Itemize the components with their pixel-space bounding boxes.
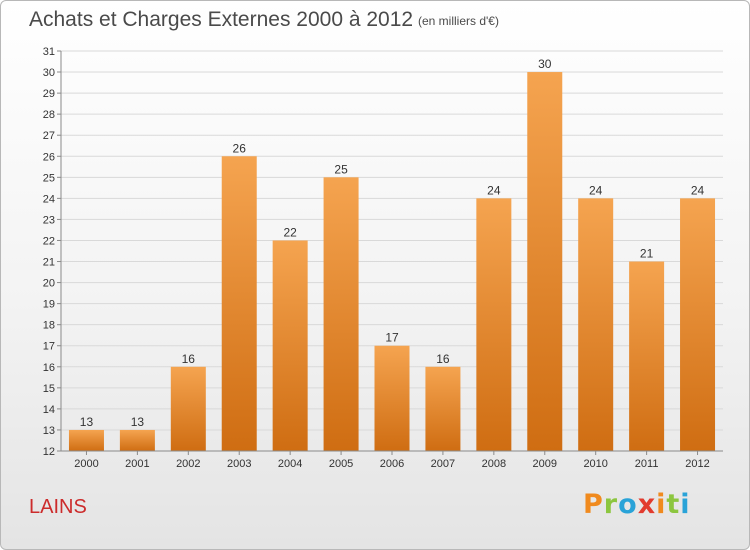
data-label: 21 xyxy=(640,247,654,261)
x-tick-label: 2005 xyxy=(329,458,353,470)
bar xyxy=(476,198,512,451)
logo-letter: r xyxy=(603,489,619,520)
bar xyxy=(680,198,716,451)
x-tick-label: 2010 xyxy=(583,458,607,470)
y-tick-label: 22 xyxy=(43,235,55,247)
y-tick-label: 17 xyxy=(43,341,55,353)
x-tick-label: 2001 xyxy=(125,458,149,470)
y-tick-label: 19 xyxy=(43,299,55,311)
x-tick-label: 2011 xyxy=(635,458,659,470)
x-tick-label: 2003 xyxy=(227,458,251,470)
data-label: 16 xyxy=(182,352,196,366)
y-tick-label: 21 xyxy=(43,257,55,269)
commune-name: LAINS xyxy=(29,496,87,518)
bar xyxy=(578,198,614,451)
chart-subtitle: (en milliers d'€) xyxy=(418,14,499,28)
data-label: 17 xyxy=(385,331,399,345)
y-tick-label: 13 xyxy=(43,425,55,437)
proxiti-logo: Proxiti xyxy=(583,489,691,520)
x-tick-label: 2012 xyxy=(685,458,709,470)
data-label: 30 xyxy=(538,57,552,71)
x-tick-label: 2004 xyxy=(278,458,302,470)
y-tick-label: 27 xyxy=(43,130,55,142)
logo-letter: x xyxy=(637,489,657,520)
bar xyxy=(374,345,410,451)
y-tick-label: 28 xyxy=(43,109,55,121)
y-tick-label: 18 xyxy=(43,320,55,332)
data-label: 24 xyxy=(487,183,501,197)
logo-letter: t xyxy=(666,489,681,520)
logo-letter: i xyxy=(656,489,667,520)
bars: 13 13 16 26 22 25 17 16 24 30 24 21 24 xyxy=(68,57,716,451)
y-tick-label: 25 xyxy=(43,172,55,184)
y-tick-label: 12 xyxy=(43,446,55,458)
data-label: 13 xyxy=(80,415,94,429)
x-tick-label: 2002 xyxy=(176,458,200,470)
y-tick-label: 14 xyxy=(43,404,55,416)
bar xyxy=(629,261,665,451)
y-tick-label: 16 xyxy=(43,362,55,374)
data-label: 16 xyxy=(436,352,450,366)
bar xyxy=(425,366,461,451)
y-tick-label: 15 xyxy=(43,383,55,395)
bar xyxy=(272,240,308,451)
y-tick-label: 31 xyxy=(43,46,55,58)
logo-letter: o xyxy=(618,489,638,520)
y-tick-label: 20 xyxy=(43,278,55,290)
bar xyxy=(323,177,359,451)
x-tick-label: 2000 xyxy=(74,458,98,470)
bar xyxy=(527,72,563,451)
y-tick-label: 29 xyxy=(43,88,55,100)
y-tick-label: 26 xyxy=(43,151,55,163)
data-label: 22 xyxy=(283,225,297,239)
y-tick-label: 30 xyxy=(43,67,55,79)
data-label: 26 xyxy=(233,141,247,155)
data-label: 13 xyxy=(131,415,145,429)
x-tick-label: 2008 xyxy=(482,458,506,470)
y-tick-label: 24 xyxy=(43,193,55,205)
bar xyxy=(119,429,155,451)
x-tick-label: 2007 xyxy=(431,458,455,470)
axes: 12 13 14 15 16 17 18 19 20 21 22 23 24 25 26 27 28 29 30 31… xyxy=(43,46,723,470)
chart-title: Achats et Charges Externes 2000 à 2012 xyxy=(29,8,414,31)
bar xyxy=(68,429,104,451)
data-label: 25 xyxy=(334,162,348,176)
bar xyxy=(221,156,257,451)
data-label: 24 xyxy=(589,183,603,197)
x-tick-label: 2006 xyxy=(380,458,404,470)
y-tick-label: 23 xyxy=(43,214,55,226)
logo-letter: i xyxy=(680,489,691,520)
logo-letter: P xyxy=(583,489,604,520)
data-label: 24 xyxy=(691,183,705,197)
x-tick-label: 2009 xyxy=(533,458,557,470)
bar xyxy=(170,366,206,451)
